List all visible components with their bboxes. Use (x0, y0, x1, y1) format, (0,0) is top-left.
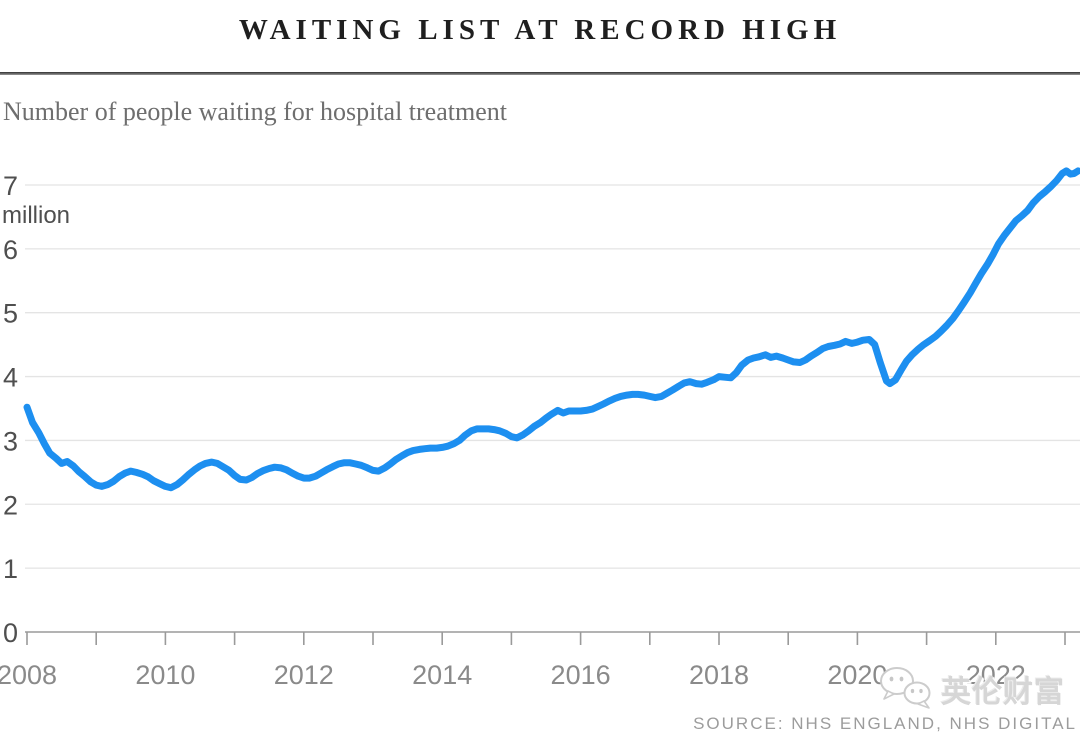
x-tick-label-2012: 2012 (274, 660, 334, 690)
y-tick-label-0: 0 (3, 618, 18, 648)
chart-subtitle: Number of people waiting for hospital tr… (3, 97, 507, 126)
x-tick-label-2010: 2010 (135, 660, 195, 690)
y-tick-label-3: 3 (3, 426, 18, 456)
x-tick-label-2016: 2016 (551, 660, 611, 690)
watermark-text: 英伦财富 (941, 675, 1065, 710)
title-divider (0, 72, 1080, 75)
y-tick-label-7: 7 (3, 171, 18, 201)
y-tick-label-5: 5 (3, 299, 18, 329)
y-tick-label-2: 2 (3, 490, 18, 520)
y-tick-label-6: 6 (3, 235, 18, 265)
wechat-icon (880, 667, 931, 709)
x-tick-label-2014: 2014 (412, 660, 472, 690)
watermark: 英伦财富 (878, 664, 1065, 714)
waiting-list-series-line (23, 167, 1080, 492)
x-tick-label-2008: 2008 (0, 660, 57, 690)
chart-title: WAITING LIST AT RECORD HIGH (238, 14, 842, 46)
y-tick-label-1: 1 (3, 554, 18, 584)
source-credit: SOURCE: NHS ENGLAND, NHS DIGITAL (693, 714, 1077, 733)
x-tick-label-2018: 2018 (689, 660, 749, 690)
x-tick-label-2020: 2020 (827, 660, 887, 690)
y-tick-label-4: 4 (3, 363, 18, 393)
x-tick-label-2022: 2022 (966, 660, 1026, 690)
waiting-list-line-chart: 2008 2010 2012 2014 2016 2018 2020 2022 0 1 2 3 4 5 6 7… (0, 167, 1080, 690)
y-axis-unit-label: million (2, 202, 70, 229)
